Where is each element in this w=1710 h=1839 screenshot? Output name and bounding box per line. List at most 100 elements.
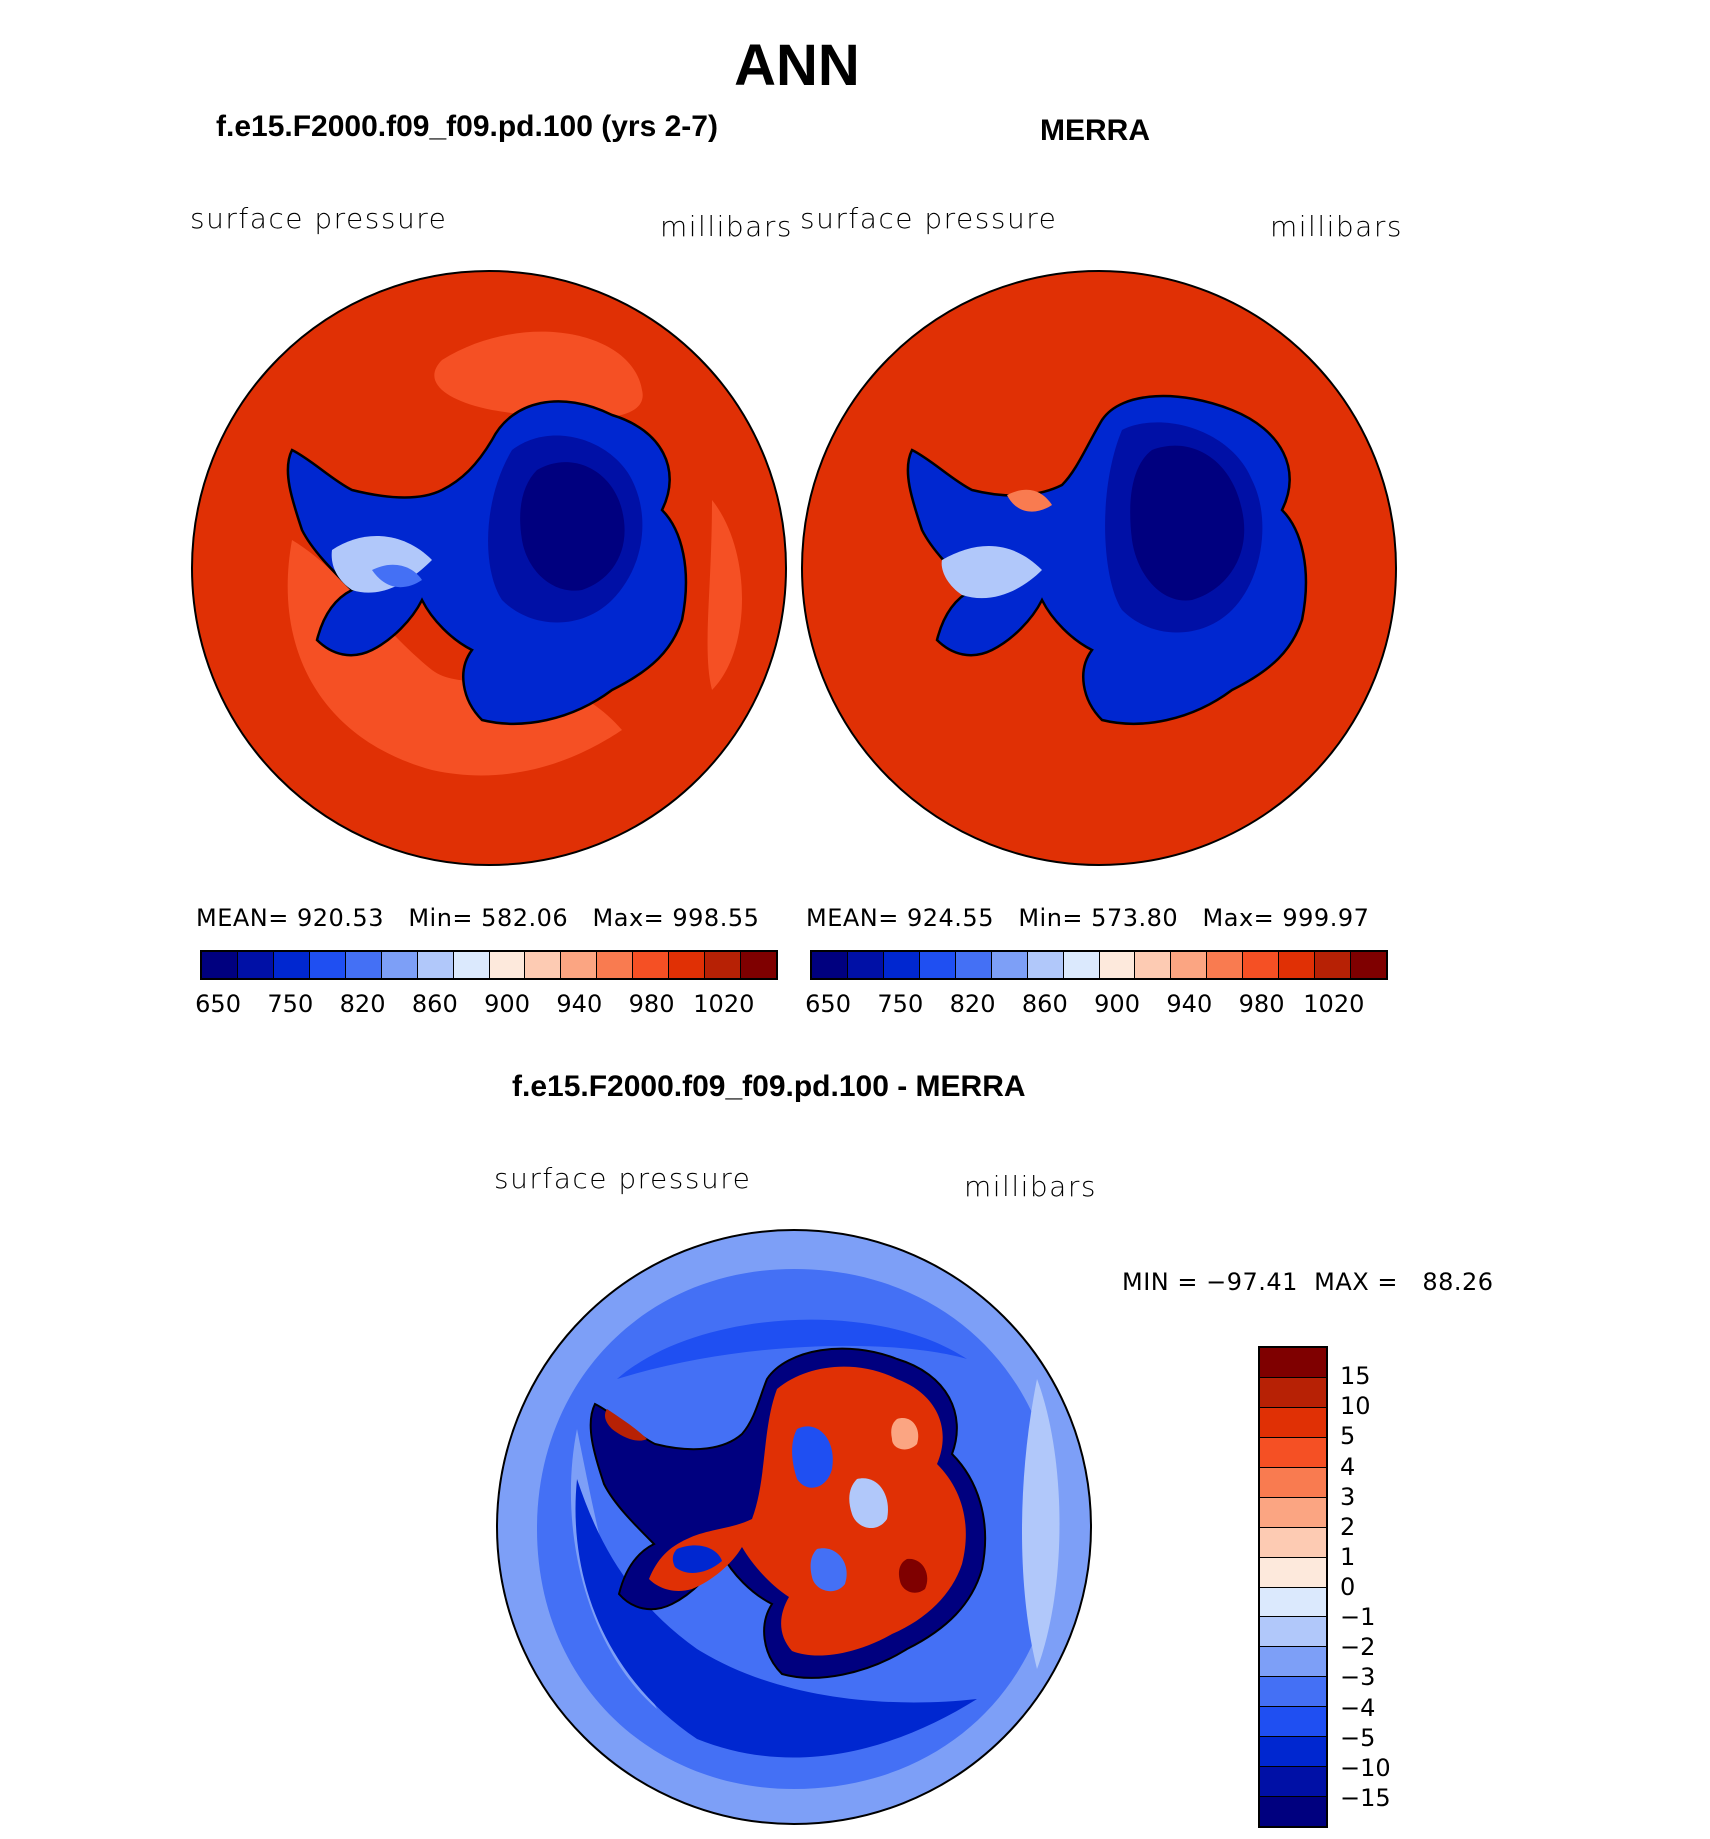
colorbar-tick-label: 980	[628, 990, 675, 1018]
colorbar-swatch	[704, 952, 741, 978]
colorbar-swatch	[1260, 1436, 1326, 1467]
colorbar-swatch	[1134, 952, 1171, 978]
colorbar-swatch	[1260, 1496, 1326, 1527]
panel-2-units-label: millibars	[1270, 210, 1403, 243]
colorbar-tick-label: 5	[1340, 1422, 1356, 1451]
figure-title: ANN	[734, 33, 860, 98]
colorbar-tick-label: 860	[1021, 990, 1068, 1018]
colorbar-tick-label: 650	[195, 990, 241, 1018]
colorbar-tick-label: 1020	[693, 990, 755, 1018]
colorbar-tick-label: −4	[1340, 1693, 1376, 1722]
colorbar-swatch	[1350, 952, 1386, 978]
colorbar-swatch	[1260, 1706, 1326, 1737]
colorbar-tick-label: 15	[1340, 1362, 1371, 1391]
colorbar-tick-label: −3	[1340, 1663, 1376, 1692]
colorbar-swatch	[1242, 952, 1279, 978]
panel-2-title: MERRA	[1040, 114, 1150, 147]
panel-1-stats: MEAN= 920.53 Min= 582.06 Max= 998.55	[196, 904, 760, 932]
colorbar-tick-label: −5	[1340, 1723, 1376, 1752]
colorbar-swatch	[632, 952, 669, 978]
colorbar-tick-label: −2	[1340, 1633, 1376, 1662]
colorbar-swatch	[524, 952, 561, 978]
colorbar-swatch	[1260, 1466, 1326, 1497]
panel-1-colorbar-ticks: 650 750 820 860 900 940 980 1020	[195, 990, 778, 1020]
colorbar-swatch	[954, 952, 991, 978]
colorbar-swatch	[1260, 1676, 1326, 1707]
colorbar-swatch	[1062, 952, 1099, 978]
panel-2-colorbar-ticks: 650 750 820 860 900 940 980 1020	[805, 990, 1388, 1020]
colorbar-tick-label: 2	[1340, 1512, 1356, 1541]
colorbar-swatch	[1260, 1586, 1326, 1617]
colorbar-tick-label: 1	[1340, 1542, 1356, 1571]
colorbar-swatch	[1170, 952, 1207, 978]
colorbar-swatch	[1278, 952, 1315, 978]
colorbar-swatch	[1314, 952, 1351, 978]
colorbar-swatch	[1026, 952, 1063, 978]
colorbar-swatch	[1260, 1646, 1326, 1677]
colorbar-tick-label: 0	[1340, 1573, 1356, 1601]
colorbar-swatch	[990, 952, 1027, 978]
diff-colorbar-ticks: 15 10 5 4 3 2 1 0 −1 −2 −3 −4 −5 −10 −15	[1340, 1346, 1430, 1828]
colorbar-tick-label: 940	[1166, 990, 1213, 1018]
colorbar-tick-label: −15	[1340, 1783, 1391, 1812]
colorbar-tick-label: 3	[1340, 1482, 1356, 1511]
panel-2-colorbar	[810, 950, 1388, 980]
diff-variable-label: surface pressure	[494, 1162, 752, 1195]
colorbar-swatch	[344, 952, 381, 978]
colorbar-swatch	[416, 952, 453, 978]
colorbar-swatch	[1260, 1348, 1326, 1377]
colorbar-swatch	[202, 952, 237, 978]
colorbar-swatch	[1260, 1736, 1326, 1767]
colorbar-tick-label: 650	[805, 990, 851, 1018]
colorbar-swatch	[668, 952, 705, 978]
panel-2-variable-label: surface pressure	[800, 202, 1058, 235]
colorbar-swatch	[236, 952, 273, 978]
colorbar-tick-label: 900	[484, 990, 530, 1018]
colorbar-swatch	[1260, 1526, 1326, 1557]
colorbar-swatch	[1260, 1796, 1326, 1826]
diff-units-label: millibars	[964, 1170, 1097, 1203]
panel-2-map	[801, 270, 1397, 866]
colorbar-swatch	[846, 952, 883, 978]
colorbar-tick-label: 820	[339, 990, 386, 1018]
colorbar-swatch	[812, 952, 847, 978]
colorbar-tick-label: 980	[1238, 990, 1285, 1018]
colorbar-swatch	[882, 952, 919, 978]
colorbar-swatch	[918, 952, 955, 978]
colorbar-tick-label: 4	[1340, 1452, 1356, 1481]
colorbar-tick-label: 750	[877, 990, 924, 1018]
colorbar-swatch	[1260, 1406, 1326, 1437]
colorbar-tick-label: 820	[949, 990, 996, 1018]
colorbar-swatch	[452, 952, 489, 978]
colorbar-tick-label: −10	[1340, 1753, 1391, 1782]
colorbar-tick-label: 940	[556, 990, 603, 1018]
colorbar-tick-label: 750	[267, 990, 314, 1018]
panel-1-variable-label: surface pressure	[190, 202, 448, 235]
colorbar-swatch	[1260, 1376, 1326, 1407]
colorbar-tick-label: 10	[1340, 1392, 1371, 1421]
colorbar-tick-label: −1	[1340, 1603, 1376, 1632]
colorbar-swatch	[272, 952, 309, 978]
colorbar-swatch	[380, 952, 417, 978]
panel-1-colorbar	[200, 950, 778, 980]
colorbar-swatch	[1260, 1616, 1326, 1647]
colorbar-swatch	[1260, 1766, 1326, 1797]
colorbar-swatch	[560, 952, 597, 978]
colorbar-tick-label: 860	[411, 990, 458, 1018]
panel-1-map	[191, 270, 787, 866]
diff-colorbar	[1258, 1346, 1328, 1828]
diff-panel-title: f.e15.F2000.f09_f09.pd.100 - MERRA	[512, 1070, 1026, 1103]
colorbar-swatch	[1260, 1556, 1326, 1587]
colorbar-swatch	[740, 952, 776, 978]
diff-map	[496, 1229, 1092, 1825]
colorbar-tick-label: 1020	[1303, 990, 1365, 1018]
colorbar-swatch	[1206, 952, 1243, 978]
colorbar-tick-label: 900	[1094, 990, 1140, 1018]
panel-2-stats: MEAN= 924.55 Min= 573.80 Max= 999.97	[806, 904, 1370, 932]
panel-1-units-label: millibars	[660, 210, 793, 243]
panel-1-title: f.e15.F2000.f09_f09.pd.100 (yrs 2-7)	[216, 110, 718, 143]
colorbar-swatch	[1098, 952, 1135, 978]
diff-minmax: MIN = −97.41 MAX = 88.26	[1122, 1268, 1494, 1296]
colorbar-swatch	[488, 952, 525, 978]
colorbar-swatch	[596, 952, 633, 978]
